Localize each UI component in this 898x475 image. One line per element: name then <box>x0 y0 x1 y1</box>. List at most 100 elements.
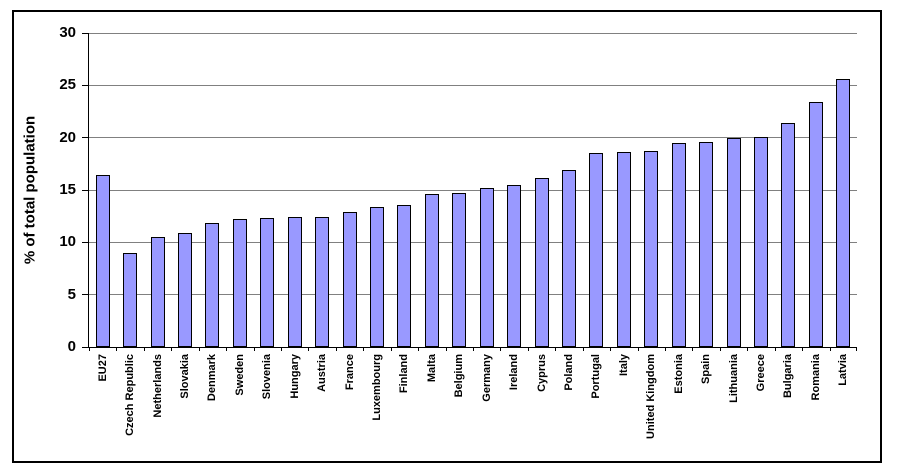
bar-luxembourg <box>370 206 384 347</box>
bar-eu27 <box>95 175 110 347</box>
x-tick-label-poland: Poland <box>563 354 575 391</box>
y-tick-label: 25 <box>59 76 76 94</box>
y-tick-label: 10 <box>59 233 76 251</box>
x-tick <box>390 347 392 351</box>
bar-portugal <box>589 153 604 347</box>
bar-netherlands <box>150 237 165 347</box>
bar-germany <box>479 187 494 347</box>
bar-czech-republic <box>123 252 138 347</box>
x-tick-label-ireland: Ireland <box>508 354 521 391</box>
bar-united-kingdom <box>644 151 659 347</box>
x-tick <box>335 347 337 351</box>
x-tick-label-slovakia: Slovakia <box>179 354 191 399</box>
x-tick <box>802 347 804 351</box>
x-tick-label-estonia: Estonia <box>672 354 685 394</box>
bar-slovenia <box>260 218 275 347</box>
x-tick <box>198 347 200 351</box>
bar-slovakia <box>178 232 192 347</box>
x-tick-label-romania: Romania <box>809 354 822 401</box>
bar-cyprus <box>534 178 549 347</box>
bar-sweden <box>232 219 247 347</box>
bar-bulgaria <box>781 123 796 347</box>
x-tick-label-hungary: Hungary <box>288 354 301 399</box>
bar-latvia <box>836 79 851 347</box>
x-tick <box>500 347 502 351</box>
plot-area: 0 5 10 15 20 25 30 EU27 Czech Republic Netherland… <box>59 24 857 439</box>
bar-hungary <box>287 217 302 347</box>
x-tick <box>253 347 255 351</box>
x-tick <box>856 347 857 351</box>
gridline-30 <box>89 33 857 34</box>
x-tick <box>418 347 420 351</box>
x-tick <box>473 347 474 351</box>
bar-denmark <box>205 223 220 347</box>
x-tick <box>226 347 228 351</box>
x-tick-label-sweden: Sweden <box>233 354 246 396</box>
y-tick-label: 0 <box>67 338 76 355</box>
gridline-5 <box>89 294 857 296</box>
x-tick <box>637 347 639 351</box>
x-tick-label-latvia: Latvia <box>837 354 850 386</box>
x-tick <box>774 347 776 351</box>
x-tick-label-denmark: Denmark <box>206 354 219 402</box>
x-tick-label-luxembourg: Luxembourg <box>371 354 383 421</box>
gridline-20 <box>89 137 857 139</box>
bar-belgium <box>452 193 467 347</box>
x-tick <box>171 347 173 351</box>
x-tick-label-portugal: Portugal <box>590 354 603 399</box>
x-tick-label-eu27: EU27 <box>96 354 109 382</box>
chart-frame: % of total population 0 5 10 15 20 25 30 EU27 Cz… <box>12 10 882 463</box>
y-tick-label: 5 <box>67 285 76 303</box>
y-tick-label: 20 <box>59 128 76 146</box>
gridline-25 <box>89 84 857 86</box>
y-tick-0 <box>82 346 88 348</box>
x-tick <box>143 347 145 351</box>
x-tick-label-united-kingdom: United Kingdom <box>645 354 658 439</box>
x-tick-label-lithuania: Lithuania <box>727 354 740 403</box>
bar-ireland <box>507 184 522 347</box>
y-tick-30 <box>82 32 88 34</box>
x-tick <box>527 347 529 351</box>
bar-italy <box>616 152 631 347</box>
x-tick <box>555 347 557 351</box>
bar-lithuania <box>726 137 741 347</box>
x-tick-label-spain: Spain <box>700 354 713 384</box>
x-tick <box>363 347 365 351</box>
x-tick <box>116 347 118 351</box>
bar-greece <box>754 136 768 347</box>
x-tick-label-greece: Greece <box>755 354 767 392</box>
y-tick-5 <box>82 294 88 296</box>
x-tick-label-netherlands: Netherlands <box>151 354 164 418</box>
x-tick-label-bulgaria: Bulgaria <box>782 354 795 399</box>
y-tick-20 <box>82 137 88 139</box>
bar-austria <box>315 217 330 347</box>
x-tick <box>281 347 282 351</box>
x-tick-label-belgium: Belgium <box>453 354 466 398</box>
x-tick <box>747 347 749 351</box>
bar-malta <box>424 194 439 347</box>
y-tick-25 <box>82 84 88 86</box>
gridline-10 <box>89 241 857 243</box>
bar-france <box>342 211 357 347</box>
x-tick-label-germany: Germany <box>480 354 493 402</box>
x-tick <box>445 347 447 351</box>
bar-spain <box>699 141 714 347</box>
x-tick <box>89 347 90 351</box>
y-tick-label: 30 <box>59 24 76 41</box>
x-tick-label-cyprus: Cyprus <box>535 354 548 392</box>
y-tick-15 <box>82 189 88 191</box>
x-tick-label-finland: Finland <box>398 354 411 394</box>
x-tick <box>719 347 721 351</box>
bar-finland <box>397 204 412 347</box>
x-tick-label-czech-republic: Czech Republic <box>124 354 137 436</box>
x-tick <box>582 347 584 351</box>
x-tick <box>308 347 310 351</box>
x-tick <box>829 347 831 351</box>
x-tick <box>665 347 666 351</box>
x-tick-label-malta: Malta <box>425 354 438 383</box>
x-tick-label-austria: Austria <box>316 354 329 392</box>
x-tick <box>610 347 612 351</box>
bar-romania <box>808 102 823 347</box>
bar-estonia <box>671 142 686 347</box>
